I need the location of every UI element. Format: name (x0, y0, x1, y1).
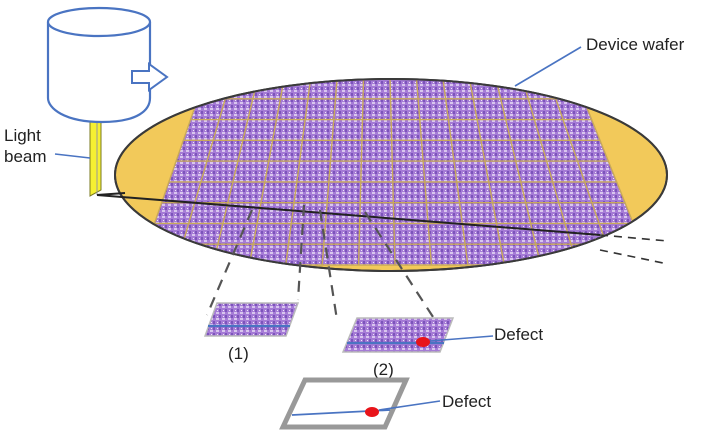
zoom-view-1 (203, 302, 300, 337)
arrow-right-icon (131, 62, 169, 92)
scan-line (96, 194, 669, 265)
defect-label-b: Defect (442, 392, 491, 411)
zoom-view-2 (341, 317, 494, 353)
light-beam-label: Light beam (4, 126, 91, 166)
die-street-vertical (175, 79, 233, 266)
light-beam-label-line1: Light (4, 126, 41, 145)
defect-marker-view-2 (416, 337, 430, 347)
die-street-vertical (442, 79, 469, 266)
detection-frame (279, 377, 441, 430)
die-street-vertical (285, 79, 312, 266)
view-1-label: (1) (228, 344, 249, 363)
device-wafer (114, 78, 668, 272)
defect-marker-frame (365, 407, 379, 417)
die-street-vertical (212, 79, 259, 266)
die-street-vertical (547, 79, 615, 266)
zoom-connectors (205, 204, 436, 321)
die-street-vertical (468, 79, 505, 266)
device-wafer-label: Device wafer (514, 35, 685, 87)
view-2-label: (2) (373, 360, 394, 379)
device-wafer-label-text: Device wafer (586, 35, 685, 54)
die-street-vertical (521, 79, 578, 266)
defect-label-a: Defect (494, 325, 543, 344)
die-street-vertical (357, 79, 365, 266)
die-street-vertical (248, 79, 285, 266)
cylinder-light-source-icon (46, 6, 169, 124)
die-street-vertical (495, 79, 542, 266)
light-beam-label-line2: beam (4, 147, 47, 166)
die-street-vertical (389, 79, 396, 266)
die-street-vertical (415, 79, 433, 266)
